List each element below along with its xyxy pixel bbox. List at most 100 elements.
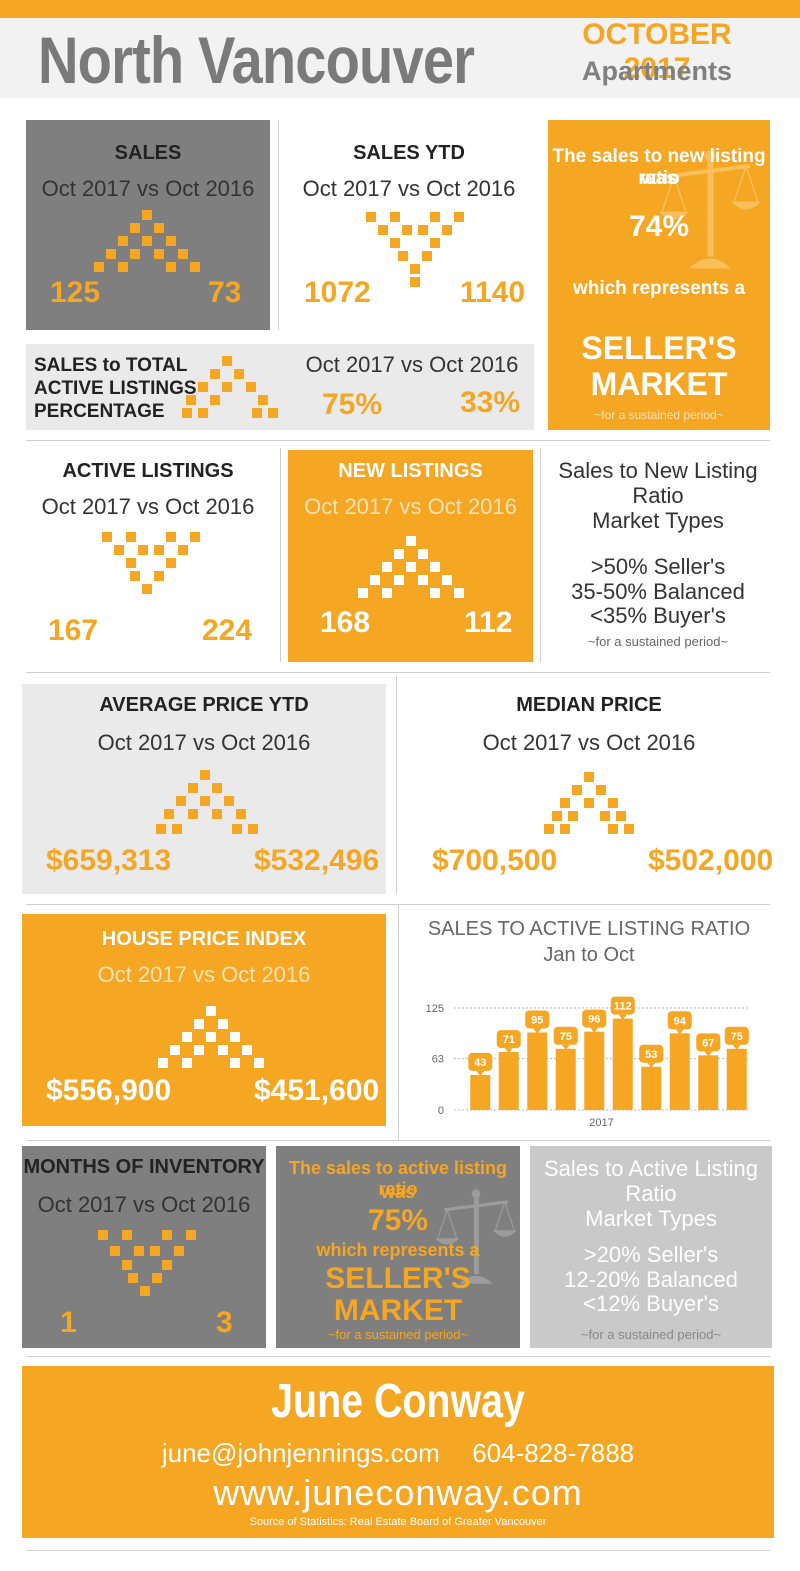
active-listings-title: ACTIVE LISTINGS (62, 460, 234, 482)
divider (278, 120, 279, 330)
agent-phone[interactable]: 604-828-7888 (472, 1438, 635, 1468)
up-arrow-icon (212, 783, 222, 793)
agent-name: June Conway (271, 1375, 525, 1428)
bar-label-bubble (496, 1030, 521, 1049)
down-arrow-icon (190, 532, 200, 542)
median-price-2017: $700,500 (432, 844, 558, 877)
bar-label-pointer (476, 1070, 485, 1076)
bar (555, 1048, 576, 1110)
up-arrow-icon (552, 811, 562, 821)
avg-price-2016: $532,496 (254, 844, 380, 877)
up-arrow-icon (406, 536, 416, 546)
up-arrow-icon (560, 798, 570, 808)
up-arrow-icon (242, 1045, 252, 1055)
down-arrow-icon (140, 1286, 150, 1296)
bar (527, 1032, 548, 1110)
up-arrow-icon (560, 824, 570, 834)
stt-2016: 33% (460, 386, 521, 419)
down-arrow-icon (142, 584, 152, 594)
down-arrow-icon (166, 558, 176, 568)
avg-price-title: AVERAGE PRICE YTD (99, 694, 309, 716)
moi-2017: 1 (60, 1306, 77, 1339)
bar-label-bubble (639, 1044, 664, 1063)
bar (726, 1048, 747, 1110)
sales-title: SALES (114, 142, 182, 164)
ratio2-note: ~for a sustained period~ (327, 1327, 469, 1342)
up-arrow-icon (198, 408, 208, 418)
sales-to-total-panel: SALES to TOTAL ACTIVE LISTINGS PERCENTAG… (26, 344, 534, 430)
top-accent-bar (0, 0, 800, 18)
up-arrow-icon (230, 1058, 240, 1068)
agent-email[interactable]: june@johnjennings.com (161, 1438, 440, 1468)
up-arrow-icon (234, 369, 244, 379)
ratio-percent: 74% (628, 210, 690, 243)
up-arrow-icon (172, 824, 182, 834)
mt2-seller: >20% Seller's (583, 1242, 719, 1267)
stt-line1: SALES to TOTAL (34, 355, 188, 376)
ratio2-line3: which represents a (316, 1240, 480, 1260)
up-arrow-icon (218, 1045, 228, 1055)
mt1-line3: Market Types (592, 508, 724, 533)
mt2-note: ~for a sustained period~ (580, 1327, 722, 1342)
hpi-2016: $451,600 (254, 1074, 380, 1107)
mt1-seller: >50% Seller's (590, 554, 726, 579)
mt2-line2: Ratio (625, 1181, 677, 1206)
mt2-line3: Market Types (585, 1206, 717, 1231)
sales-ytd-panel: SALES YTD Oct 2017 vs Oct 2016 1072 1140 (284, 120, 534, 330)
ratio2-market-1: SELLER'S (325, 1262, 471, 1295)
ratio2-line1: The sales to active listing ratio (288, 1158, 508, 1199)
up-arrow-icon (206, 1006, 216, 1016)
bar-label-pointer (533, 1028, 542, 1034)
up-arrow-icon (406, 562, 416, 572)
up-arrow-icon (118, 236, 128, 246)
down-arrow-icon (152, 1273, 162, 1283)
up-arrow-icon (194, 1045, 204, 1055)
sales-compare: Oct 2017 vs Oct 2016 (41, 176, 255, 201)
scale-icon (660, 150, 760, 269)
up-arrow-icon (222, 356, 232, 366)
up-arrow-icon (624, 824, 634, 834)
new-listings-2017: 168 (320, 606, 371, 639)
up-arrow-icon (210, 369, 220, 379)
down-arrow-icon (122, 1260, 132, 1270)
up-arrow-icon (186, 395, 196, 405)
down-arrow-icon (126, 532, 136, 542)
data-label: 96 (588, 1014, 600, 1026)
sales-2016: 73 (208, 276, 242, 309)
ratio-line1: The sales to new listing ratio (552, 146, 766, 189)
bar-label-bubble (553, 1026, 578, 1045)
up-arrow-icon (394, 575, 404, 585)
up-arrow-icon (194, 1019, 204, 1029)
up-arrow-icon (608, 824, 618, 834)
up-arrow-icon (358, 588, 368, 598)
y-tick-label: 125 (426, 1003, 444, 1015)
ratio-summary-panel-2: The sales to active listing ratio was 75… (276, 1146, 520, 1348)
up-arrow-icon (382, 562, 392, 572)
up-arrow-icon (230, 1032, 240, 1042)
market-types-panel-2: Sales to Active Listing Ratio Market Typ… (530, 1146, 772, 1348)
up-arrow-icon (200, 796, 210, 806)
data-label: 95 (531, 1014, 543, 1026)
up-arrow-icon (94, 262, 104, 272)
chart-title: SALES TO ACTIVE LISTING RATIO (427, 918, 751, 940)
down-arrow-icon (178, 545, 188, 555)
bar (641, 1066, 662, 1110)
active-listings-2017: 167 (48, 614, 99, 647)
up-arrow-icon (176, 796, 186, 806)
hpi-title: HOUSE PRICE INDEX (101, 928, 307, 950)
down-arrow-icon (102, 532, 112, 542)
up-arrow-icon (188, 783, 198, 793)
down-arrow-icon (138, 545, 148, 555)
up-arrow-icon (430, 562, 440, 572)
new-listings-panel: NEW LISTINGS Oct 2017 vs Oct 2016 168 11… (288, 450, 533, 662)
up-arrow-icon (206, 1032, 216, 1042)
bar-label-bubble (724, 1026, 749, 1045)
up-arrow-icon (154, 249, 164, 259)
down-arrow-icon (410, 277, 420, 287)
up-arrow-icon (224, 796, 234, 806)
scale-icon (436, 1189, 516, 1284)
median-price-2016: $502,000 (648, 844, 774, 877)
up-arrow-icon (218, 1019, 228, 1029)
agent-website[interactable]: www.juneconway.com (213, 1472, 583, 1513)
bar-label-pointer (704, 1051, 713, 1057)
